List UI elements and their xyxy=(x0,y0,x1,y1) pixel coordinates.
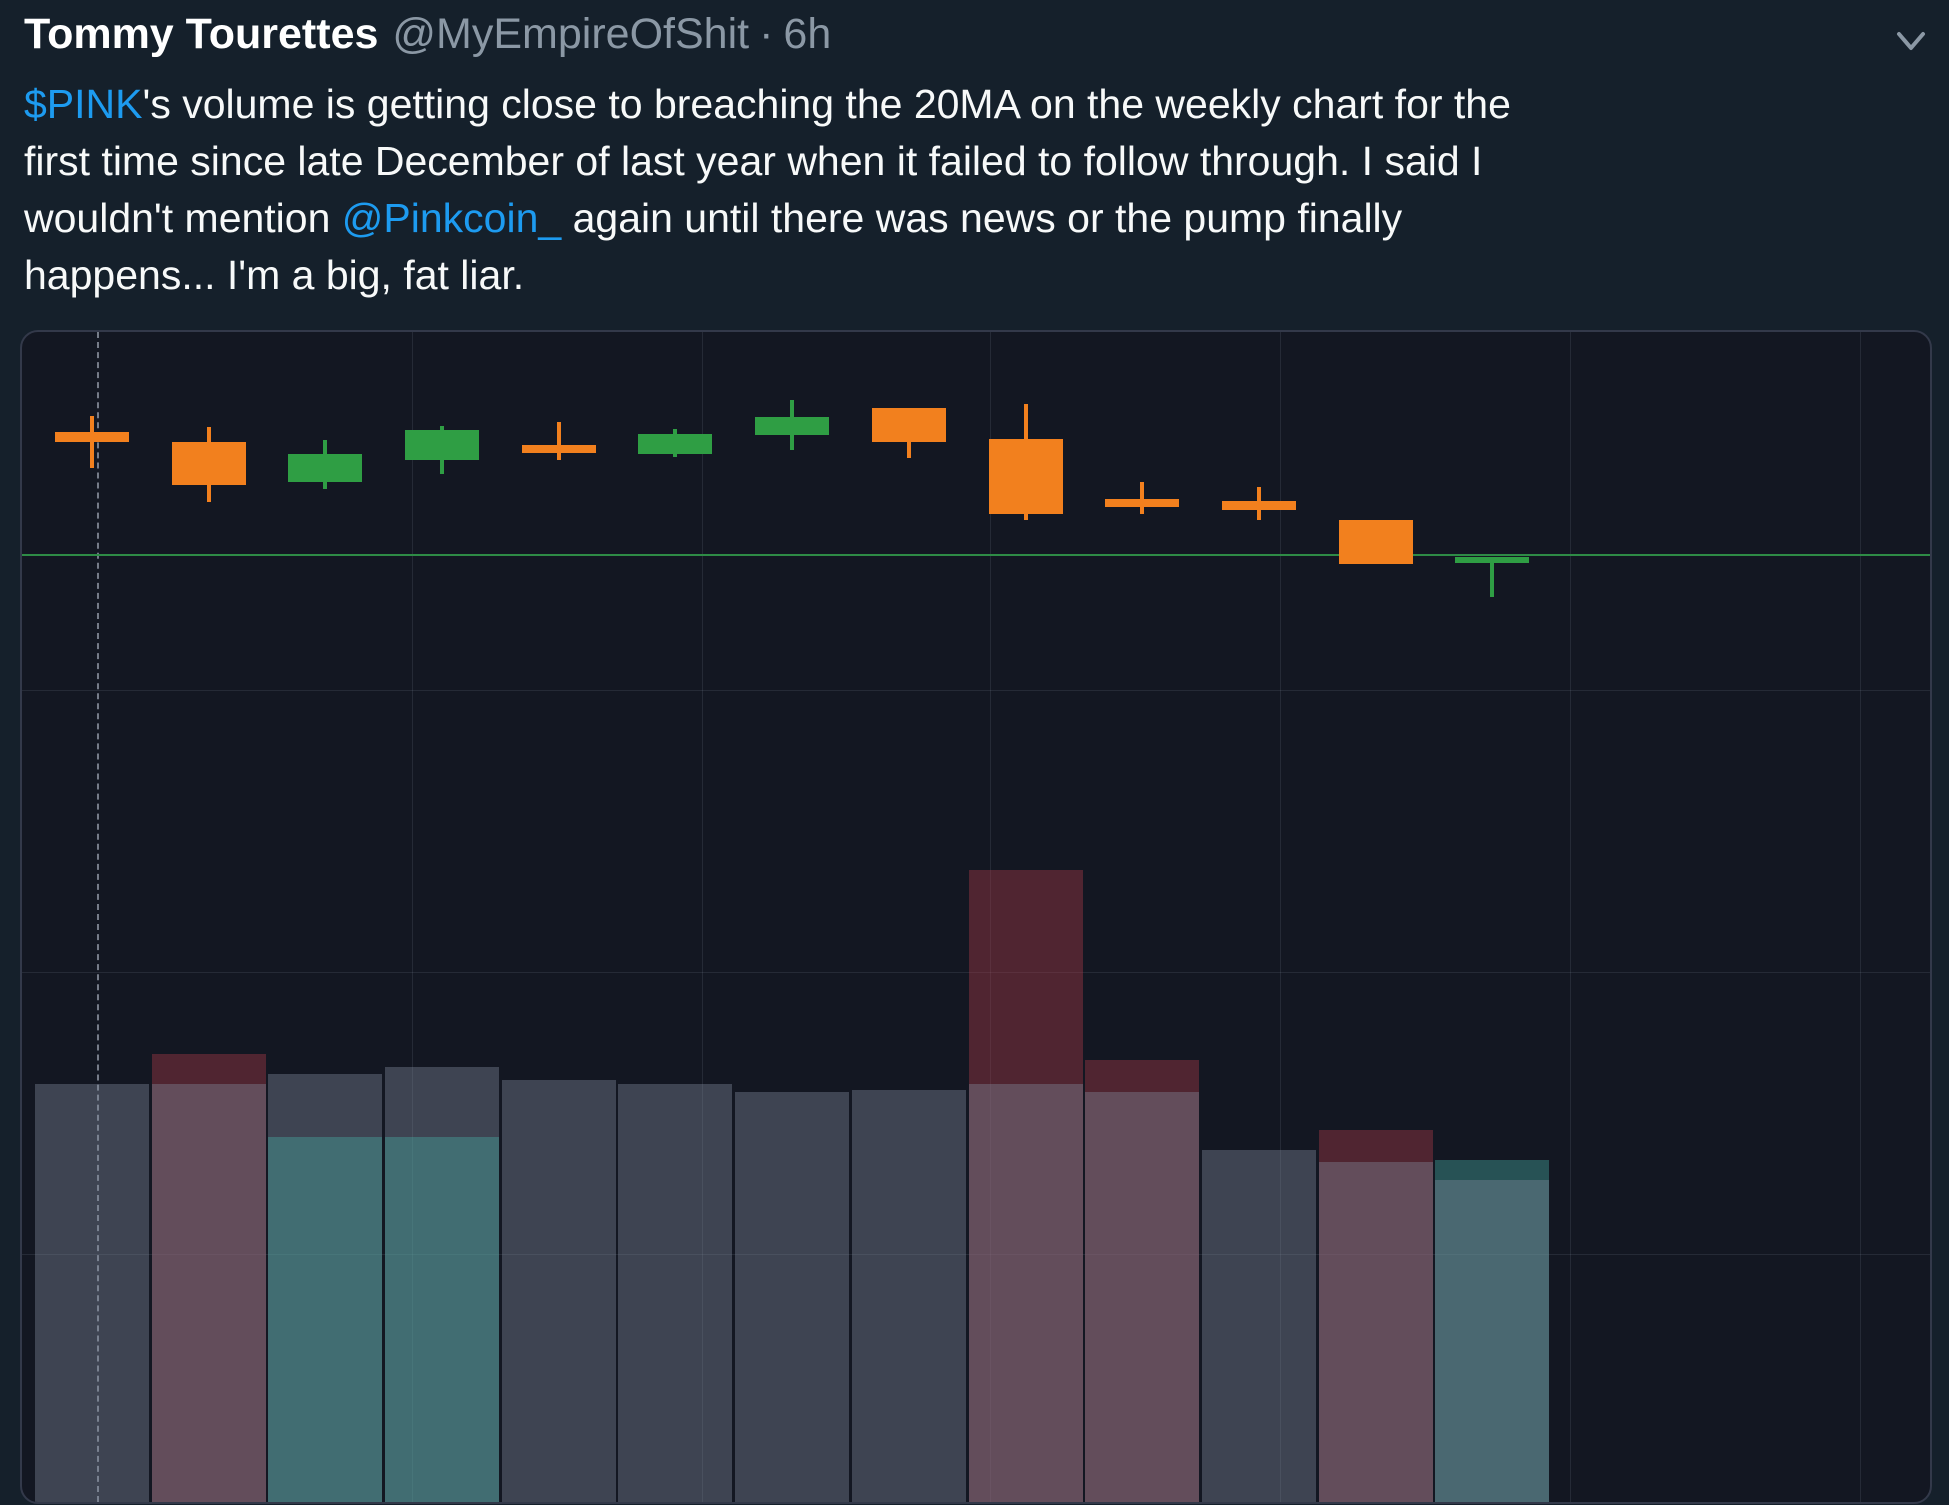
tweet-media[interactable] xyxy=(20,330,1932,1504)
candle-body xyxy=(522,445,596,453)
chart-plot xyxy=(22,332,1930,1502)
candle-wick xyxy=(1140,482,1144,514)
candle-body xyxy=(1455,557,1529,563)
candle-body xyxy=(1339,520,1413,564)
candle-wick xyxy=(1490,557,1494,597)
candle-body xyxy=(1222,501,1296,510)
volume-bar xyxy=(385,1137,499,1502)
grid-vline xyxy=(1860,332,1861,1502)
volume-bar xyxy=(1085,1092,1199,1502)
volume-bar xyxy=(268,1074,382,1502)
ma-line xyxy=(22,554,1930,556)
author-name[interactable]: Tommy Tourettes xyxy=(24,10,379,58)
volume-bar xyxy=(502,1080,616,1502)
volume-bar xyxy=(1435,1160,1549,1502)
volume-bar xyxy=(969,1084,1083,1502)
header-separator: · xyxy=(759,10,774,58)
tweet-text: $PINK's volume is getting close to breac… xyxy=(24,76,1569,304)
volume-bar xyxy=(1435,1180,1549,1502)
tweet-link[interactable]: @Pinkcoin_ xyxy=(341,195,562,241)
volume-bar xyxy=(35,1084,149,1502)
candle-body xyxy=(172,442,246,485)
chevron-down-icon[interactable] xyxy=(1889,18,1933,62)
grid-vline xyxy=(702,332,703,1502)
candle-body xyxy=(638,434,712,454)
volume-bar xyxy=(1085,1060,1199,1502)
volume-bar xyxy=(385,1067,499,1502)
grid-hline xyxy=(22,972,1930,973)
volume-bar xyxy=(852,1090,966,1502)
grid-vline xyxy=(412,332,413,1502)
candle-body xyxy=(55,432,129,442)
tweet-header: Tommy Tourettes @MyEmpireOfShit · 6h xyxy=(24,10,1884,59)
grid-vline xyxy=(1570,332,1571,1502)
tweet-link[interactable]: $PINK xyxy=(24,81,143,127)
candle-body xyxy=(288,454,362,482)
candle-body xyxy=(1105,499,1179,507)
volume-bar xyxy=(1319,1162,1433,1502)
volume-bar xyxy=(969,870,1083,1502)
candle-wick xyxy=(557,422,561,460)
grid-hline xyxy=(22,690,1930,691)
author-handle[interactable]: @MyEmpireOfShit xyxy=(392,10,750,58)
grid-hline xyxy=(22,1254,1930,1255)
candle-body xyxy=(755,417,829,435)
volume-bar xyxy=(152,1084,266,1502)
volume-bar xyxy=(735,1092,849,1502)
chevron-down-glyph xyxy=(1897,32,1925,50)
volume-bar xyxy=(1319,1130,1433,1502)
candle-body xyxy=(405,430,479,460)
crosshair-vline xyxy=(97,332,99,1502)
grid-vline xyxy=(990,332,991,1502)
tweet-text-segment: 's volume is getting close to breaching … xyxy=(24,81,1511,241)
tweet-text-segment: again until there was news or the pump f… xyxy=(24,195,1403,298)
volume-bar xyxy=(268,1137,382,1502)
grid-vline xyxy=(1280,332,1281,1502)
volume-bar xyxy=(1202,1150,1316,1502)
volume-bar xyxy=(152,1054,266,1502)
candle-body xyxy=(872,408,946,442)
candle-wick xyxy=(90,416,94,468)
candle-body xyxy=(989,439,1063,514)
volume-bar xyxy=(618,1084,732,1502)
tweet-timestamp[interactable]: 6h xyxy=(783,10,832,58)
